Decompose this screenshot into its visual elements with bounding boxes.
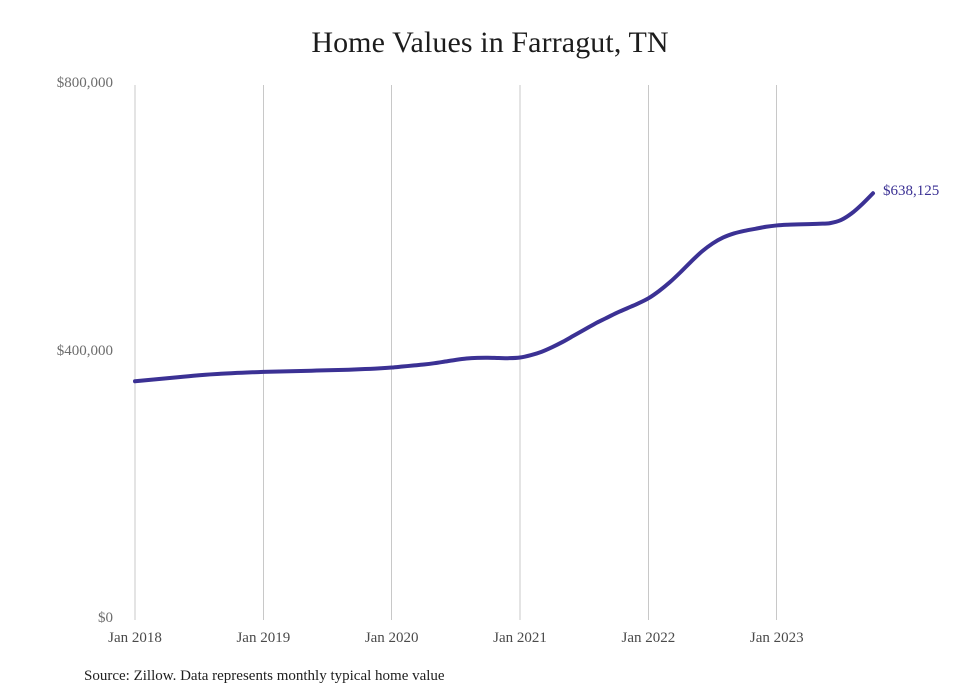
y-axis-tick-label: $400,000 xyxy=(56,342,113,359)
x-axis-tick-label: Jan 2020 xyxy=(364,630,419,646)
chart-title: Home Values in Farragut, TN xyxy=(311,26,669,59)
x-axis-tick-label: Jan 2018 xyxy=(108,630,162,646)
x-axis-tick-label: Jan 2019 xyxy=(236,630,291,646)
series-group xyxy=(133,191,875,384)
y-axis-tick-label: $0 xyxy=(98,610,113,626)
end-value-label: $638,125 xyxy=(883,183,940,200)
y-axis-tick-label: $800,000 xyxy=(56,75,113,91)
series-line xyxy=(133,191,875,384)
x-axis-tick-label: Jan 2023 xyxy=(749,630,804,646)
gridlines-group xyxy=(134,85,778,620)
x-axis-tick-label: Jan 2021 xyxy=(493,630,547,646)
x-axis-tick-label: Jan 2022 xyxy=(621,630,676,646)
source-note: Source: Zillow. Data represents monthly … xyxy=(84,668,445,684)
